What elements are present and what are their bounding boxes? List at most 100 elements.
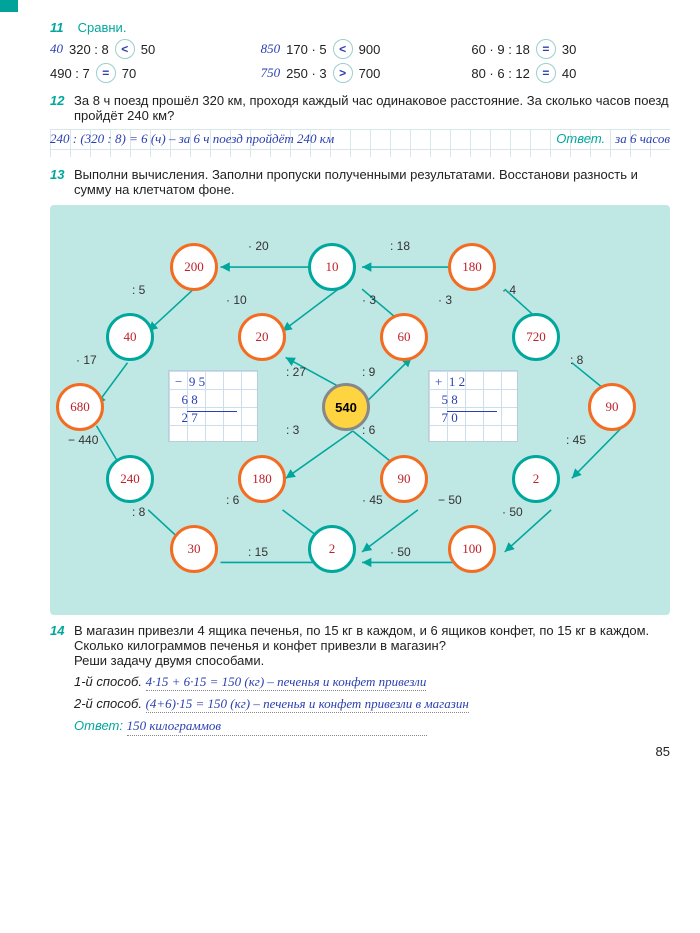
edge-label: : 6 xyxy=(226,493,239,507)
task-subtext: Реши задачу двумя способами. xyxy=(74,653,670,668)
calc-digits: + 1 2 5 8 7 0 xyxy=(435,373,465,427)
expression: 80 · 6 : 12 xyxy=(471,66,530,81)
task-title: Сравни. xyxy=(78,20,127,35)
calc-digits: − 9 5 6 8 2 7 xyxy=(175,373,205,427)
compare-item: 40 320 : 8 <50 xyxy=(50,39,249,59)
answer-label: Ответ: xyxy=(74,718,123,733)
diagram-node: 100 xyxy=(448,525,496,573)
expression: 490 : 7 xyxy=(50,66,90,81)
edge-label: · 50 xyxy=(502,505,523,519)
way2-label: 2-й способ. xyxy=(74,696,142,711)
compare-item: 80 · 6 : 12 = 40 xyxy=(471,63,670,83)
compare-item: 60 · 9 : 18 = 30 xyxy=(471,39,670,59)
way1-label: 1-й способ. xyxy=(74,674,142,689)
calc-rule xyxy=(187,411,237,412)
task-number: 11 xyxy=(50,20,74,35)
edge-label: : 15 xyxy=(248,545,268,559)
edge-label: · 3 xyxy=(438,293,452,307)
compare-circle: < xyxy=(115,39,135,59)
calculation-diagram: 5402001018040206072068090240180902302100… xyxy=(50,205,670,615)
task-11: 11 Сравни. 40 320 : 8 <50 850 170 · 5 <900 60 … xyxy=(50,20,670,83)
page-number: 85 xyxy=(50,744,670,759)
way2-answer: (4+6)·15 = 150 (кг) – печенья и конфет п… xyxy=(146,696,469,713)
compare-row: 490 : 7 = 70 750 250 · 3 >700 80 · 6 : 12 = 40 xyxy=(50,63,670,83)
rhs: 70 xyxy=(122,66,136,81)
rhs: 900 xyxy=(359,42,381,57)
calc-rule xyxy=(447,411,497,412)
rhs: 50 xyxy=(141,42,155,57)
edge-label: · 4 xyxy=(502,283,516,297)
compare-circle: < xyxy=(333,39,353,59)
compare-circle: > xyxy=(333,63,353,83)
edge-label: · 45 xyxy=(362,493,383,507)
diagram-node: 2 xyxy=(512,455,560,503)
edge-label: : 27 xyxy=(286,365,306,379)
task-text: В магазин привезли 4 ящика печенья, по 1… xyxy=(74,623,670,653)
edge-label: · 20 xyxy=(248,239,269,253)
handwritten-prefix: 850 xyxy=(261,41,281,57)
expression: 320 : 8 xyxy=(69,42,109,57)
edge-label: · 50 xyxy=(390,545,411,559)
way1-answer: 4·15 + 6·15 = 150 (кг) – печенья и конфе… xyxy=(146,674,427,691)
edge-label: : 8 xyxy=(570,353,583,367)
final-answer: 150 килограммов xyxy=(127,718,427,736)
page: 11 Сравни. 40 320 : 8 <50 850 170 · 5 <900 60 … xyxy=(0,0,700,769)
compare-circle: = xyxy=(536,63,556,83)
diagram-node: 720 xyxy=(512,313,560,361)
rhs: 700 xyxy=(359,66,381,81)
handwritten-prefix: 750 xyxy=(261,65,281,81)
edge-label: : 3 xyxy=(286,423,299,437)
edge-label: : 6 xyxy=(362,423,375,437)
compare-row: 40 320 : 8 <50 850 170 · 5 <900 60 · 9 : 18 = 30 xyxy=(50,39,670,59)
compare-item: 750 250 · 3 >700 xyxy=(261,63,460,83)
edge-label: : 8 xyxy=(132,505,145,519)
task-12: 12 За 8 ч поезд прошёл 320 км, проходя к… xyxy=(50,93,670,157)
diagram-node: 90 xyxy=(588,383,636,431)
answer-label: Ответ. xyxy=(556,131,605,146)
compare-circle: = xyxy=(536,39,556,59)
edge-label: : 5 xyxy=(132,283,145,297)
edge-label: · 3 xyxy=(362,293,376,307)
subtraction-grid: − 9 5 6 8 2 7 xyxy=(168,370,258,442)
diagram-node: 10 xyxy=(308,243,356,291)
rhs: 40 xyxy=(562,66,576,81)
edge-label: : 45 xyxy=(566,433,586,447)
diagram-node: 90 xyxy=(380,455,428,503)
task-number: 13 xyxy=(50,167,74,197)
edge-label: : 18 xyxy=(390,239,410,253)
task-text: Выполни вычисления. Заполни пропуски пол… xyxy=(74,167,670,197)
diagram-node: 20 xyxy=(238,313,286,361)
diagram-node: 200 xyxy=(170,243,218,291)
compare-item: 490 : 7 = 70 xyxy=(50,63,249,83)
compare-item: 850 170 · 5 <900 xyxy=(261,39,460,59)
diagram-node: 180 xyxy=(448,243,496,291)
task-number: 12 xyxy=(50,93,74,123)
diagram-node: 2 xyxy=(308,525,356,573)
edge-label: − 50 xyxy=(438,493,462,507)
expression: 60 · 9 : 18 xyxy=(471,42,530,57)
compare-circle: = xyxy=(96,63,116,83)
diagram-node: 60 xyxy=(380,313,428,361)
handwritten-prefix: 40 xyxy=(50,41,63,57)
page-corner-tab xyxy=(0,0,18,12)
diagram-node: 240 xyxy=(106,455,154,503)
diagram-node: 680 xyxy=(56,383,104,431)
task-text: За 8 ч поезд прошёл 320 км, проходя кажд… xyxy=(74,93,670,123)
addition-grid: + 1 2 5 8 7 0 xyxy=(428,370,518,442)
edge-label: − 440 xyxy=(68,433,98,447)
edge-label: · 10 xyxy=(226,293,247,307)
expression: 250 · 3 xyxy=(286,66,326,81)
handwritten-answer: за 6 часов xyxy=(615,131,670,147)
handwritten-work: 240 : (320 : 8) = 6 (ч) – за 6 ч поезд п… xyxy=(50,131,334,147)
task-14: 14 В магазин привезли 4 ящика печенья, п… xyxy=(50,623,670,736)
edge-label: : 9 xyxy=(362,365,375,379)
diagram-node: 180 xyxy=(238,455,286,503)
diagram-node: 40 xyxy=(106,313,154,361)
expression: 170 · 5 xyxy=(286,42,326,57)
task-number: 14 xyxy=(50,623,74,653)
answer-grid-row: 240 : (320 : 8) = 6 (ч) – за 6 ч поезд п… xyxy=(50,129,670,157)
task-13: 13 Выполни вычисления. Заполни пропуски … xyxy=(50,167,670,615)
rhs: 30 xyxy=(562,42,576,57)
diagram-node: 30 xyxy=(170,525,218,573)
edge-label: · 17 xyxy=(76,353,97,367)
